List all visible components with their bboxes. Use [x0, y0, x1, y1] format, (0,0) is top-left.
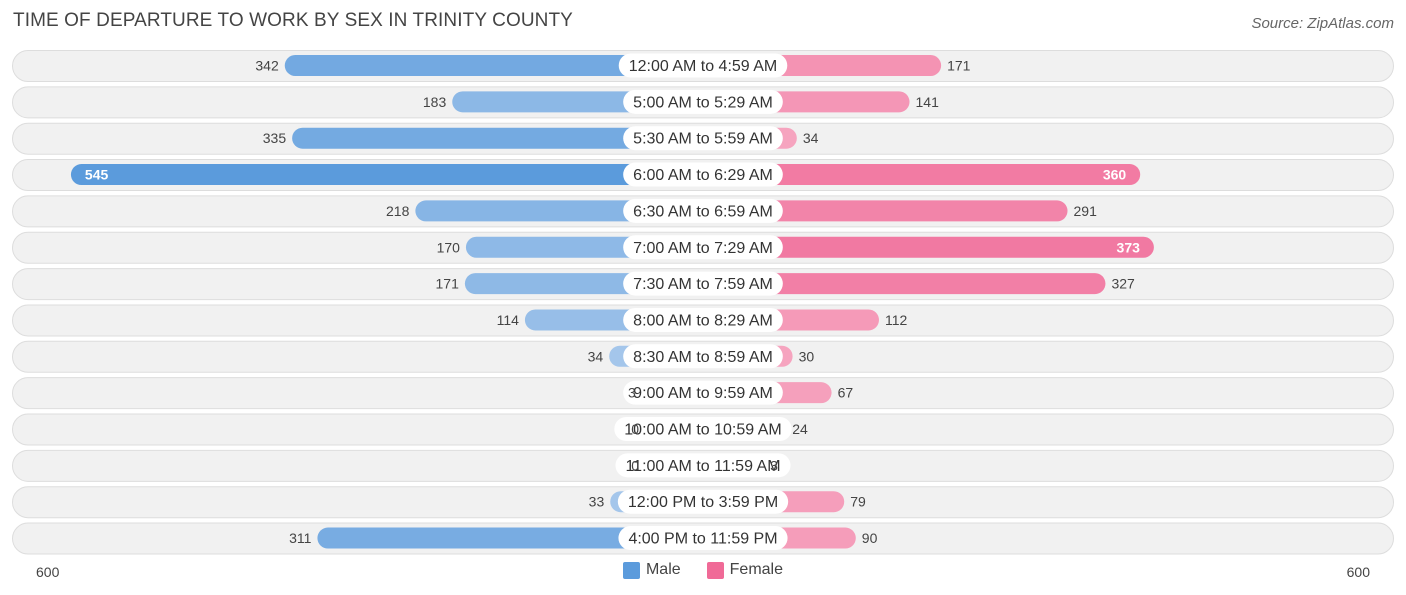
male-value-label: 170 — [437, 239, 461, 255]
category-pill — [623, 271, 783, 296]
male-value-label: 3 — [628, 385, 636, 401]
category-pill — [623, 235, 783, 260]
male-value-label: 33 — [589, 494, 605, 510]
category-label: 7:00 AM to 7:29 AM — [633, 240, 773, 257]
female-value-label: 373 — [1117, 239, 1141, 255]
category-label: 12:00 AM to 4:59 AM — [629, 58, 778, 75]
category-pill — [614, 417, 792, 441]
male-value-label: 0 — [631, 421, 639, 437]
male-value-label: 342 — [255, 58, 279, 74]
female-bar — [703, 273, 1106, 295]
female-value-label: 34 — [803, 130, 819, 146]
category-pill — [623, 307, 783, 332]
legend-swatch-female — [706, 561, 724, 579]
legend-label-male: Male — [645, 561, 681, 578]
male-value-label: 545 — [85, 167, 109, 183]
category-pill — [623, 162, 783, 187]
category-label: 6:00 AM to 6:29 AM — [633, 167, 773, 184]
male-bar — [284, 55, 703, 76]
female-bar — [703, 164, 1141, 186]
male-value-label: 114 — [497, 312, 520, 328]
legend-swatch-male — [622, 561, 640, 579]
axis-label-left: 600 — [36, 564, 60, 580]
category-label: 6:30 AM to 6:59 AM — [633, 203, 773, 220]
female-value-label: 90 — [862, 530, 878, 546]
legend: Male Female — [0, 561, 1406, 579]
male-value-label: 0 — [631, 457, 639, 473]
category-label: 10:00 AM to 10:59 AM — [624, 422, 781, 439]
category-label: 12:00 PM to 3:59 PM — [628, 494, 778, 511]
category-label: 4:00 PM to 11:59 PM — [628, 531, 777, 548]
female-value-label: 3 — [770, 457, 778, 473]
category-label: 9:00 AM to 9:59 AM — [633, 385, 773, 402]
male-bar — [70, 164, 703, 186]
female-value-label: 171 — [947, 58, 971, 74]
male-value-label: 311 — [289, 530, 312, 546]
category-pill — [618, 526, 788, 551]
female-value-label: 141 — [916, 94, 940, 110]
female-value-label: 79 — [850, 494, 866, 510]
male-value-label: 183 — [423, 94, 447, 110]
female-value-label: 24 — [792, 421, 808, 437]
female-value-label: 30 — [799, 348, 815, 364]
male-value-label: 335 — [263, 130, 287, 146]
male-value-label: 218 — [386, 203, 410, 219]
category-pill — [617, 489, 789, 514]
female-value-label: 291 — [1074, 203, 1098, 219]
female-bar — [703, 236, 1154, 258]
category-label: 8:30 AM to 8:59 AM — [633, 349, 773, 366]
legend-label-female: Female — [729, 561, 784, 578]
male-bar — [317, 527, 703, 549]
legend-item-female: Female — [706, 561, 784, 579]
male-value-label: 171 — [436, 276, 460, 292]
category-pill — [623, 380, 783, 405]
axis-label-right: 600 — [1347, 564, 1371, 580]
category-label: 8:00 AM to 8:29 AM — [633, 312, 773, 329]
female-bar — [703, 200, 1068, 222]
category-label: 7:30 AM to 7:59 AM — [633, 276, 773, 293]
category-pill — [623, 89, 783, 114]
source-note: Source: ZipAtlas.com — [1251, 15, 1394, 32]
category-pill — [623, 198, 783, 223]
category-label: 11:00 AM to 11:59 AM — [625, 458, 780, 475]
category-pill — [618, 53, 788, 78]
category-pill — [615, 453, 791, 478]
category-label: 5:30 AM to 5:59 AM — [633, 131, 773, 148]
category-pill — [623, 344, 783, 369]
female-value-label: 112 — [885, 312, 908, 328]
category-label: 5:00 AM to 5:29 AM — [633, 94, 773, 111]
category-pill — [623, 126, 783, 151]
male-bar — [292, 127, 703, 149]
chart-title: TIME OF DEPARTURE TO WORK BY SEX IN TRIN… — [13, 10, 573, 31]
female-value-label: 360 — [1103, 167, 1127, 183]
male-value-label: 34 — [588, 348, 604, 364]
female-value-label: 67 — [838, 385, 854, 401]
legend-item-male: Male — [622, 561, 681, 579]
female-value-label: 327 — [1111, 276, 1135, 292]
